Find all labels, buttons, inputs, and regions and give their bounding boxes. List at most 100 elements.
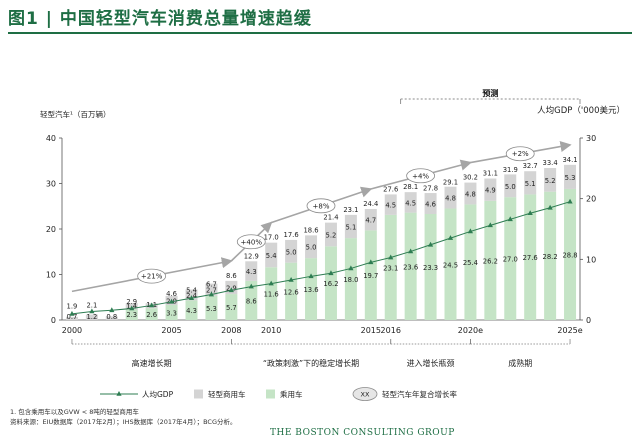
bar-passenger-2019 xyxy=(444,208,457,320)
label-total-2011: 17.6 xyxy=(284,231,299,239)
cagr-label-2: +40% xyxy=(241,238,263,246)
cagr-badge-5 xyxy=(505,146,535,162)
bar-passenger-2008 xyxy=(225,294,238,320)
legend-gdp-marker xyxy=(116,391,122,396)
bar-lcv-2017 xyxy=(404,192,417,213)
bar-lcv-2016 xyxy=(384,194,397,215)
label-total-2023: 32.7 xyxy=(523,162,538,170)
gdp-point-2014 xyxy=(348,265,354,271)
label-total-2017: 28.1 xyxy=(403,183,418,191)
x-tick-label-2000: 2000 xyxy=(62,326,82,335)
gdp-point-2016 xyxy=(388,254,394,260)
title-rule xyxy=(8,32,632,34)
label-lcv-2017: 4.5 xyxy=(405,199,416,207)
label-lcv-2000: 0.7 xyxy=(67,313,78,321)
label-total-2000: 1.9 xyxy=(67,302,78,310)
label-passenger-2023: 27.6 xyxy=(523,254,538,262)
label-total-2005: 4.6 xyxy=(166,290,177,298)
left-tick-label: 30 xyxy=(46,180,56,189)
label-lcv-2024: 5.2 xyxy=(545,177,556,185)
label-total-2020: 30.2 xyxy=(463,174,478,182)
legend-cagr-label: 轻型汽车年复合增长率 xyxy=(382,389,457,399)
label-lcv-2014: 5.1 xyxy=(345,223,356,231)
label-total-2003: 2.9 xyxy=(126,298,137,306)
label-passenger-2009: 8.6 xyxy=(246,297,257,305)
label-passenger-2019: 24.5 xyxy=(443,261,458,269)
legend-gdp-label: 人均GDP xyxy=(142,389,174,399)
label-lcv-2021: 4.9 xyxy=(485,187,496,195)
gdp-point-2019 xyxy=(447,235,454,240)
gdp-point-2009 xyxy=(248,283,254,289)
gdp-point-2025 xyxy=(567,198,573,204)
footnote-definition: 1. 包含乘用车以及GVW < 8吨的轻型商用车 xyxy=(10,408,139,416)
label-total-2018: 27.8 xyxy=(423,185,438,193)
bar-lcv-2018 xyxy=(424,193,437,214)
bar-passenger-2016 xyxy=(384,214,397,320)
cagr-label-3: +8% xyxy=(313,202,330,210)
legend-cagr-marker: XX xyxy=(361,391,370,399)
right-tick-label: 10 xyxy=(586,255,596,264)
right-axis-title: 人均GDP（'000美元） xyxy=(537,105,625,116)
legend-lcv-label: 轻型商用车 xyxy=(208,389,246,399)
label-passenger-2020: 25.4 xyxy=(463,259,478,267)
bar-passenger-2025 xyxy=(564,188,577,320)
right-tick-label: 30 xyxy=(586,134,596,143)
phase-label-4: 成熟期 xyxy=(508,358,532,368)
gdp-point-2003 xyxy=(129,305,135,311)
label-passenger-2016: 23.1 xyxy=(383,264,398,272)
x-tick-label-2020e: 2020e xyxy=(458,326,483,335)
label-passenger-2025: 28.8 xyxy=(562,251,577,259)
label-total-2021: 31.1 xyxy=(483,169,498,177)
cagr-badge-3 xyxy=(306,198,336,214)
label-lcv-2025: 5.3 xyxy=(565,174,576,182)
right-tick-label: 0 xyxy=(586,316,591,325)
label-total-2014: 23.1 xyxy=(343,206,358,214)
gdp-point-2010 xyxy=(268,280,274,286)
gdp-point-2007 xyxy=(208,291,215,297)
bar-lcv-2019 xyxy=(444,186,457,209)
left-axis-title: 轻型汽车¹（百万辆） xyxy=(40,109,111,119)
bar-passenger-2021 xyxy=(484,200,497,320)
label-passenger-2013: 16.2 xyxy=(323,280,338,288)
gdp-point-2004 xyxy=(149,302,155,308)
label-lcv-2009: 4.3 xyxy=(246,268,257,276)
bar-lcv-2022 xyxy=(504,174,517,198)
label-lcv-2016: 4.5 xyxy=(385,202,396,210)
label-total-2025: 34.1 xyxy=(562,156,577,164)
label-lcv-2011: 5.0 xyxy=(286,248,297,256)
bar-passenger-2004 xyxy=(145,308,158,320)
label-passenger-2017: 23.6 xyxy=(403,263,418,271)
bar-passenger-2010 xyxy=(265,267,278,320)
label-passenger-2006: 4.3 xyxy=(186,307,197,315)
legend-pv-label: 乘用车 xyxy=(280,389,303,399)
gdp-point-2011 xyxy=(288,276,294,282)
cagr-label-1: +21% xyxy=(141,273,163,281)
label-lcv-2012: 5.0 xyxy=(306,244,317,252)
bar-lcv-2020 xyxy=(464,182,477,205)
bar-passenger-2023 xyxy=(524,194,537,320)
label-passenger-2010: 11.6 xyxy=(264,291,279,299)
gdp-point-2000 xyxy=(69,310,75,316)
right-tick-label: 20 xyxy=(586,195,596,204)
bar-lcv-2010 xyxy=(265,242,278,268)
gdp-point-2020 xyxy=(467,228,474,234)
gdp-point-2002 xyxy=(109,307,115,313)
label-lcv-2019: 4.8 xyxy=(445,195,456,203)
cagr-badge-1 xyxy=(137,268,167,284)
label-lcv-2007: 2.7 xyxy=(206,287,217,295)
gdp-point-2017 xyxy=(408,248,414,254)
x-tick-label-2015: 2015 xyxy=(361,326,381,335)
bar-passenger-2024 xyxy=(544,191,557,320)
x-tick-label-2025e: 2025e xyxy=(557,326,582,335)
bar-passenger-2011 xyxy=(285,262,298,320)
bar-passenger-2017 xyxy=(404,212,417,320)
label-lcv-2020: 4.8 xyxy=(465,191,476,199)
bar-passenger-2015 xyxy=(364,230,377,320)
label-passenger-2014: 18.0 xyxy=(343,276,358,284)
bar-passenger-2006 xyxy=(185,300,198,320)
bar-lcv-2023 xyxy=(524,171,537,195)
phase-label-2: “政策刺激”下的稳定增长期 xyxy=(263,358,359,368)
legend-lcv-swatch xyxy=(194,389,203,399)
gdp-point-2024 xyxy=(547,204,553,210)
label-total-2001: 2.1 xyxy=(86,301,97,309)
